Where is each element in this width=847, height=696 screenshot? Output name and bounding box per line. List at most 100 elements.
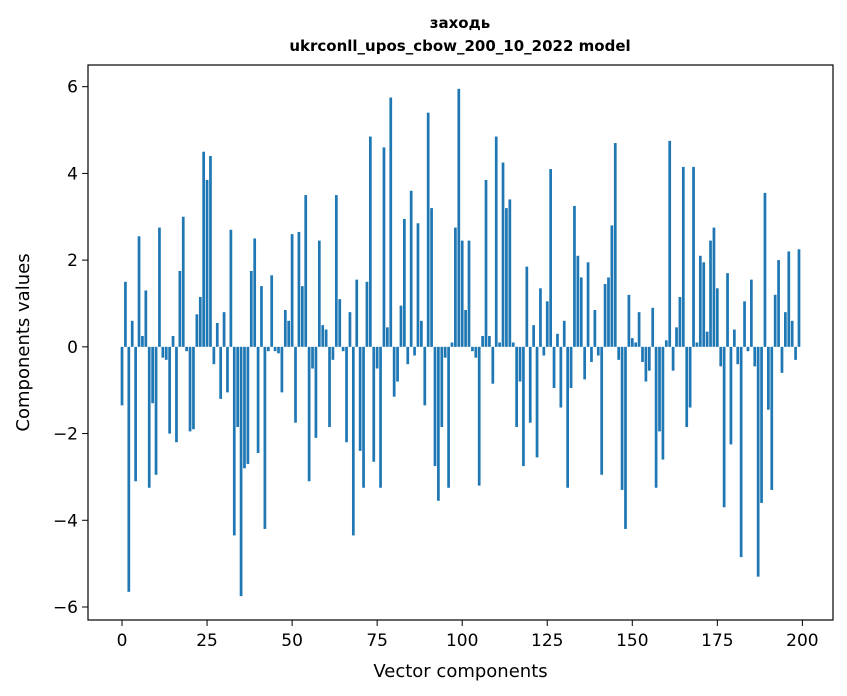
bar-36: [243, 346, 246, 469]
bar-167: [688, 346, 692, 408]
bar-48: [283, 309, 287, 347]
bar-182: [739, 346, 743, 558]
bar-170: [698, 255, 702, 347]
bar-77: [382, 147, 386, 347]
bar-131: [566, 346, 570, 488]
bar-68: [351, 346, 355, 536]
bar-181: [736, 346, 740, 365]
x-tick-label-2: 50: [281, 631, 303, 651]
bar-29: [219, 346, 223, 399]
bar-60: [324, 329, 328, 347]
bar-161: [668, 140, 672, 347]
bar-72: [365, 281, 369, 347]
bar-28: [215, 322, 219, 347]
bar-135: [579, 277, 583, 347]
bar-138: [590, 346, 593, 363]
bar-151: [634, 342, 638, 347]
bar-40: [256, 346, 260, 454]
bar-166: [685, 346, 689, 428]
plot-frame: [87, 64, 834, 621]
bar-103: [471, 346, 474, 352]
bar-175: [715, 288, 719, 347]
bar-90: [426, 112, 430, 347]
bar-177: [722, 346, 726, 508]
bar-81: [396, 346, 399, 382]
bar-95: [443, 346, 447, 358]
bar-21: [192, 346, 195, 430]
bar-127: [552, 346, 556, 389]
bar-185: [750, 279, 753, 347]
bar-3: [130, 320, 134, 347]
bar-150: [630, 338, 634, 347]
bar-27: [212, 346, 216, 365]
y-tick-label-4: 2: [67, 251, 78, 271]
bar-45: [273, 346, 277, 352]
bar-148: [624, 346, 627, 529]
bar-89: [423, 346, 427, 406]
bar-56: [311, 346, 314, 369]
bar-69: [355, 279, 359, 347]
y-tick-label-6: 6: [67, 78, 78, 98]
bar-190: [767, 346, 770, 410]
bar-92: [433, 346, 437, 467]
bar-32: [229, 229, 233, 347]
bar-47: [280, 346, 284, 393]
bar-197: [790, 320, 794, 347]
bar-121: [532, 325, 535, 347]
y-tick-label-2: −2: [53, 425, 78, 445]
bar-112: [501, 162, 505, 347]
bar-114: [508, 199, 512, 347]
bar-186: [753, 346, 757, 367]
bar-37: [246, 346, 250, 464]
bar-145: [613, 143, 617, 347]
bar-0: [120, 346, 124, 406]
bar-55: [307, 346, 311, 482]
bar-122: [535, 346, 539, 458]
bar-102: [467, 240, 471, 347]
bar-85: [409, 190, 413, 347]
bar-9: [151, 346, 154, 404]
bar-83: [403, 218, 406, 347]
bar-172: [705, 331, 709, 347]
bar-25: [205, 179, 209, 347]
bar-52: [297, 231, 301, 347]
x-tick-label-8: 200: [786, 631, 818, 651]
bar-159: [661, 346, 665, 460]
bar-101: [464, 309, 467, 347]
bar-104: [474, 346, 478, 358]
bar-134: [576, 255, 580, 347]
bar-165: [681, 166, 685, 347]
bar-14: [168, 346, 171, 434]
bar-58: [317, 240, 321, 347]
bar-116: [515, 346, 518, 428]
bar-22: [195, 314, 199, 347]
bar-141: [600, 346, 604, 475]
bar-82: [399, 305, 403, 347]
y-tick-label-0: −6: [53, 598, 78, 618]
bar-2: [127, 346, 131, 592]
bar-96: [447, 346, 450, 488]
bar-15: [171, 336, 175, 347]
bar-74: [372, 346, 376, 462]
bar-79: [389, 97, 393, 347]
bar-87: [416, 223, 420, 347]
bar-173: [709, 240, 712, 347]
bar-115: [511, 342, 515, 347]
x-tick-label-5: 125: [531, 631, 563, 651]
bar-105: [477, 346, 481, 486]
bar-8: [147, 346, 151, 488]
bar-84: [406, 346, 410, 365]
bar-158: [658, 346, 661, 432]
bar-171: [702, 262, 706, 347]
bar-86: [413, 346, 416, 356]
bar-123: [539, 288, 542, 347]
bar-110: [494, 136, 498, 347]
bar-5: [137, 236, 141, 347]
bar-189: [763, 192, 767, 347]
bar-54: [304, 195, 308, 347]
bar-179: [729, 346, 733, 445]
bar-118: [522, 346, 525, 467]
bar-147: [620, 346, 624, 490]
bar-16: [175, 346, 178, 443]
